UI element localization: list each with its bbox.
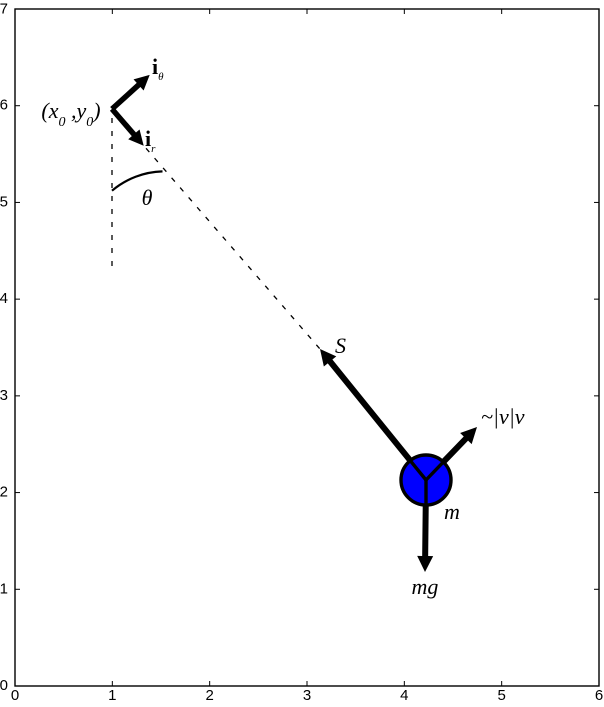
svg-text:mg: mg: [412, 574, 439, 599]
svg-text:1: 1: [108, 687, 116, 704]
svg-text:5: 5: [497, 687, 505, 704]
svg-text:7: 7: [0, 1, 8, 18]
svg-text:2: 2: [0, 484, 8, 501]
svg-text:S: S: [335, 333, 346, 358]
svg-text:4: 4: [0, 290, 8, 307]
svg-text:m: m: [444, 499, 460, 524]
svg-text:4: 4: [400, 687, 408, 704]
svg-text:6: 6: [595, 687, 603, 704]
svg-text:θ: θ: [142, 185, 153, 210]
svg-text:3: 3: [0, 387, 8, 404]
svg-text:6: 6: [0, 97, 8, 114]
svg-text:0: 0: [11, 687, 19, 704]
svg-text:~|v|v: ~|v|v: [481, 404, 525, 429]
svg-text:0: 0: [0, 677, 8, 694]
svg-text:2: 2: [205, 687, 213, 704]
svg-text:1: 1: [0, 580, 8, 597]
svg-text:3: 3: [303, 687, 311, 704]
svg-text:5: 5: [0, 193, 8, 210]
